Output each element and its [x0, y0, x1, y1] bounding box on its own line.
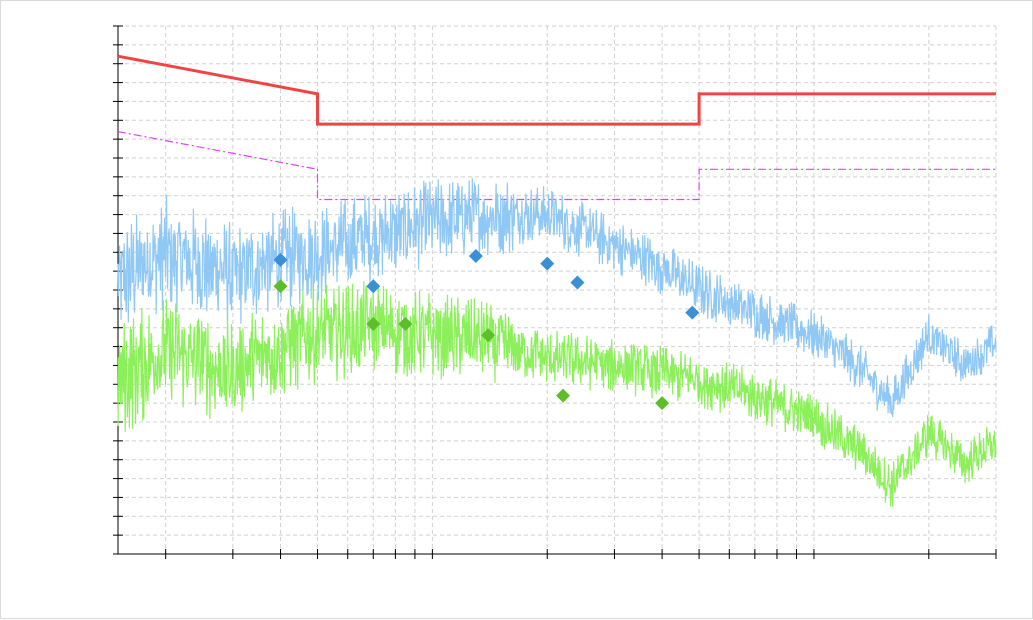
average-marker	[655, 396, 670, 411]
average-marker	[398, 316, 413, 331]
average-trace	[117, 281, 997, 507]
peak-marker	[273, 252, 288, 267]
peak-marker	[685, 305, 700, 320]
peak-marker	[540, 256, 555, 271]
average-marker	[556, 388, 571, 403]
average-marker	[273, 279, 288, 294]
limit-line-dashed	[117, 131, 996, 201]
average-marker	[366, 316, 381, 331]
average-marker	[481, 328, 496, 343]
peak-marker	[570, 275, 585, 290]
limit-line	[117, 54, 996, 126]
peak-trace	[117, 178, 997, 418]
peak-marker	[366, 279, 381, 294]
peak-marker	[468, 249, 483, 264]
